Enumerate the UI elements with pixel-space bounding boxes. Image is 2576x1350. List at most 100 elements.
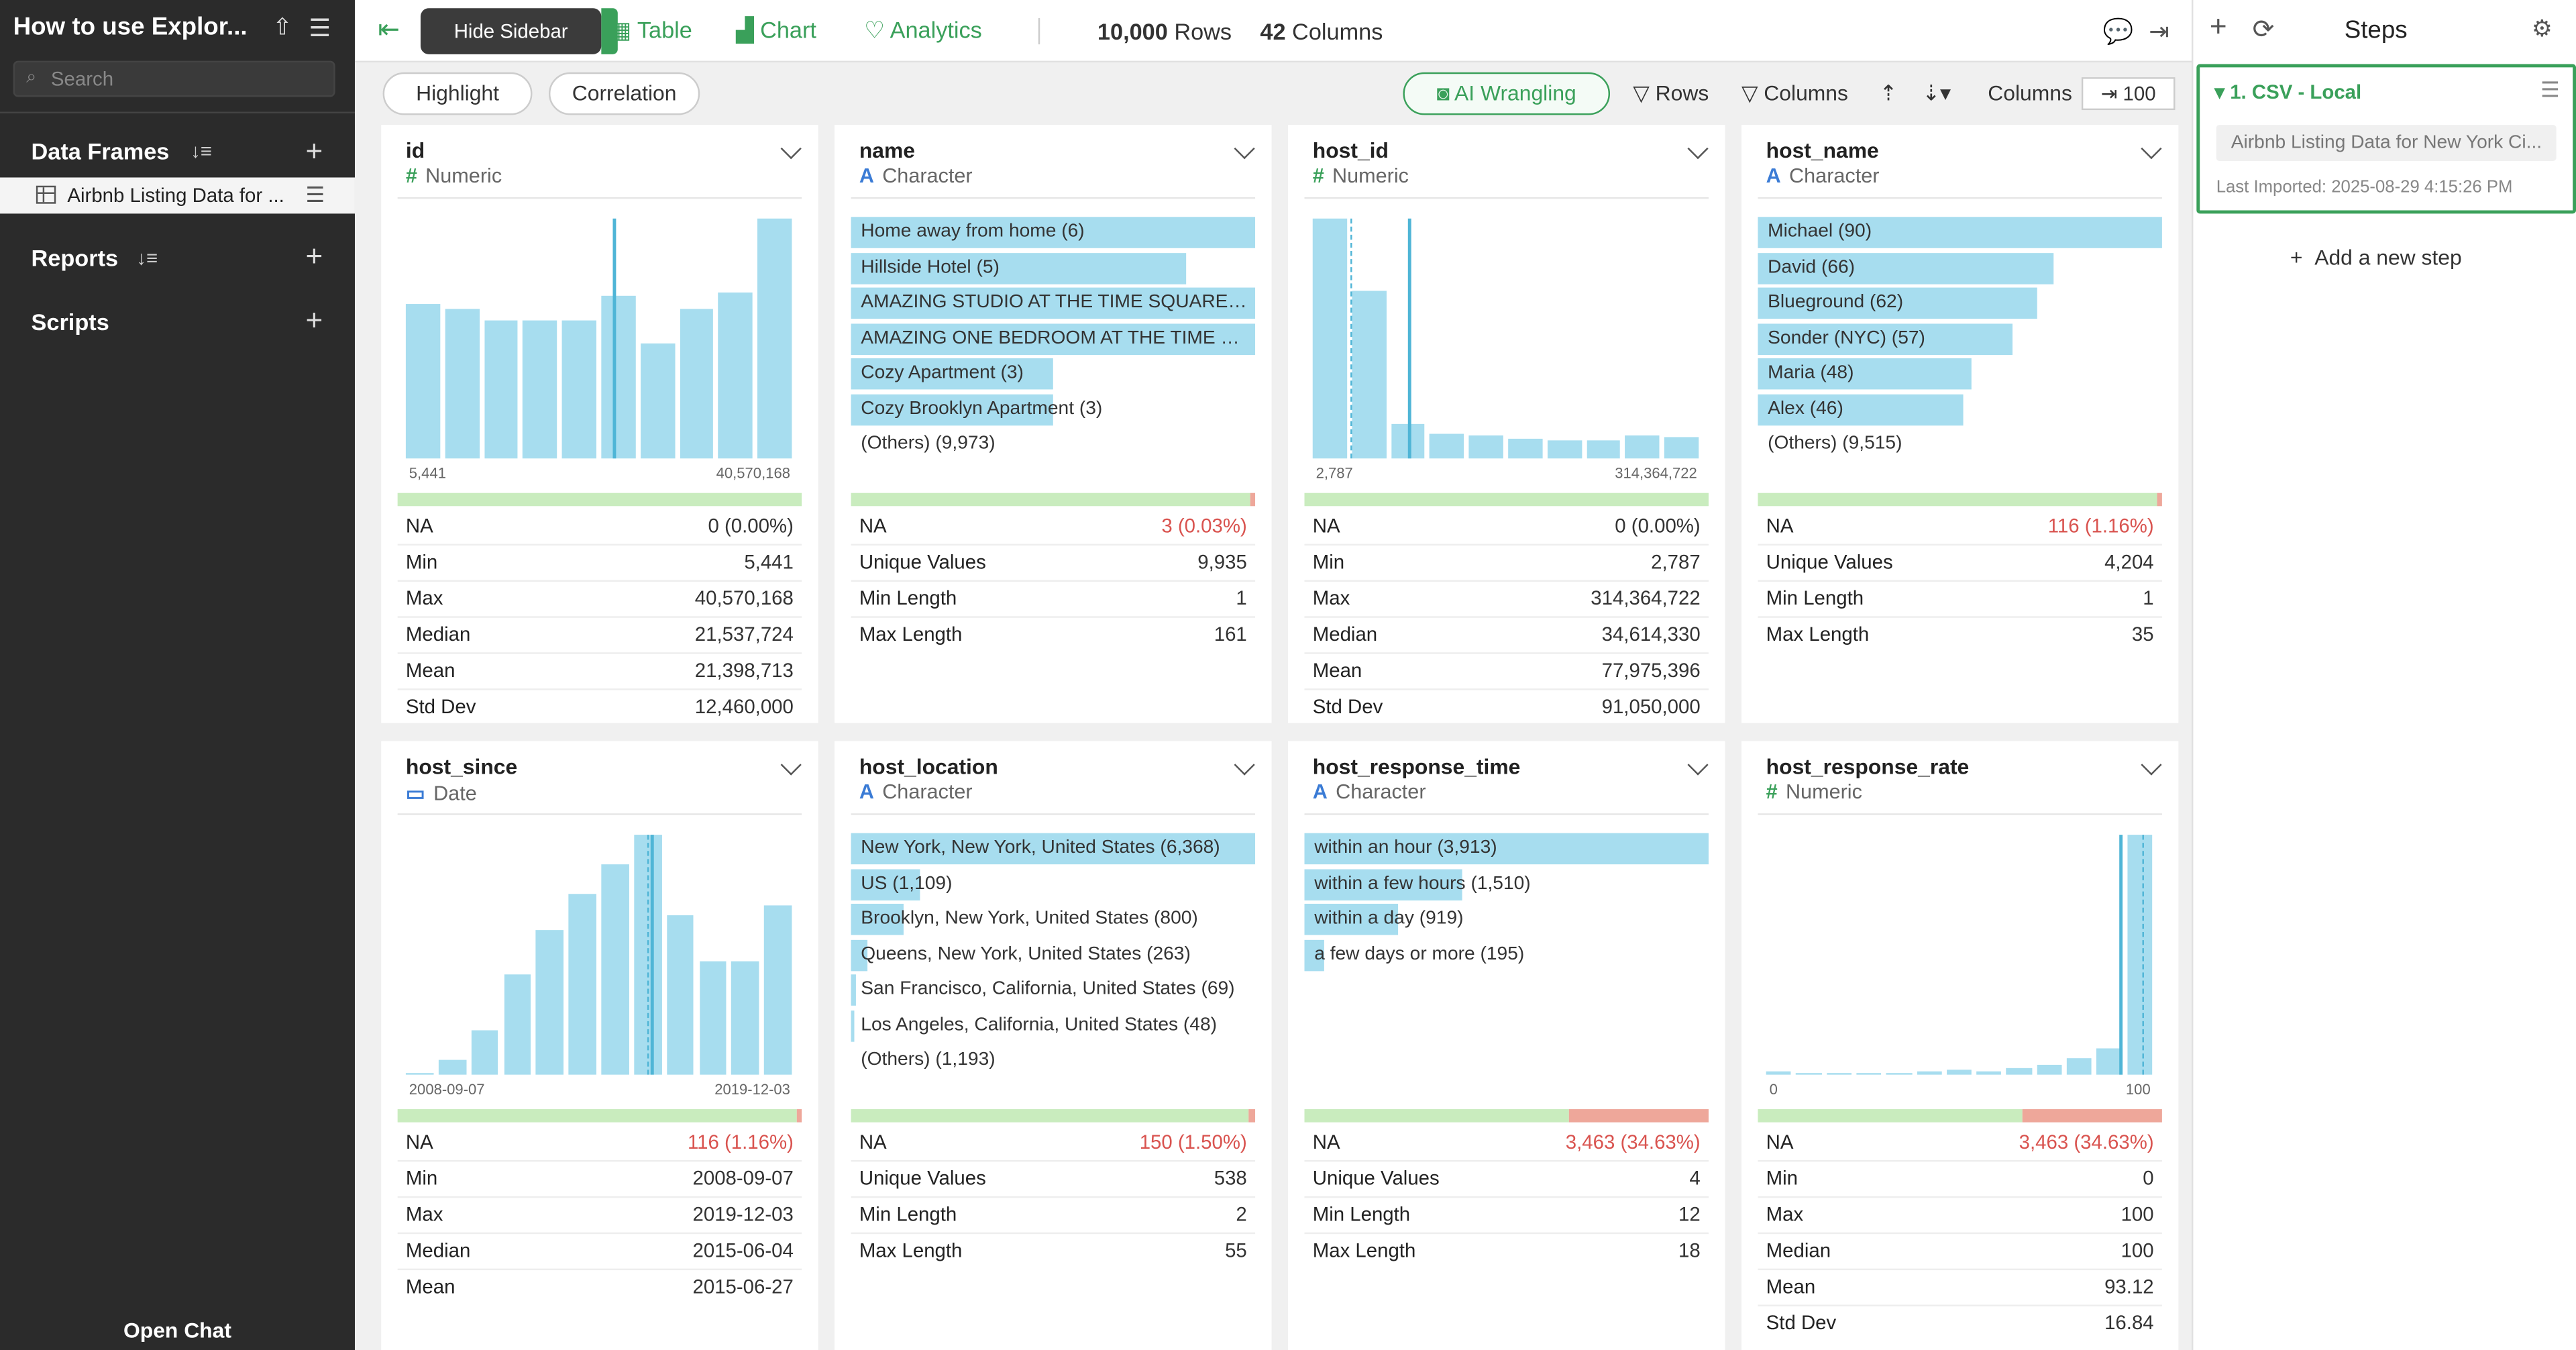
histogram-bar[interactable] xyxy=(445,308,480,459)
data-frame-menu-icon[interactable]: ☰ xyxy=(305,182,325,207)
top-value-row[interactable]: AMAZING STUDIO AT THE TIME SQUARE ... xyxy=(851,287,1256,319)
summary-tab-indicator[interactable] xyxy=(601,8,618,54)
hide-sidebar-icon[interactable]: ⇤ xyxy=(378,16,400,45)
step-title[interactable]: ▾ 1. CSV - Local xyxy=(2214,81,2361,103)
step-card[interactable]: ▾ 1. CSV - Local ☰ Airbnb Listing Data f… xyxy=(2196,64,2576,214)
tab-chart[interactable]: ▟ Chart xyxy=(736,16,816,44)
histogram-bar[interactable] xyxy=(1796,1072,1821,1075)
histogram-bar[interactable] xyxy=(405,1072,434,1075)
hamburger-menu-icon[interactable]: ☰ xyxy=(309,15,331,43)
histogram-bar[interactable] xyxy=(438,1060,466,1075)
na-quality-bar[interactable] xyxy=(851,1109,1255,1123)
top-value-row[interactable]: Cozy Apartment (3) xyxy=(851,358,1255,390)
data-frames-section-label[interactable]: Data Frames xyxy=(31,138,170,164)
tab-analytics[interactable]: ♡ Analytics xyxy=(864,16,982,44)
histogram-bar[interactable] xyxy=(1826,1072,1851,1075)
histogram-bar[interactable] xyxy=(1856,1072,1882,1075)
histogram-bar[interactable] xyxy=(1886,1072,1912,1075)
sort-down-dropdown-icon[interactable]: ⇣▾ xyxy=(1922,81,1951,105)
top-value-row[interactable]: within a few hours (1,510) xyxy=(1304,868,1709,900)
top-value-row[interactable]: David (66) xyxy=(1758,252,2161,284)
histogram-bar[interactable] xyxy=(640,343,675,459)
top-value-row[interactable]: Home away from home (6) xyxy=(851,217,1256,248)
histogram-bar[interactable] xyxy=(1430,433,1464,459)
project-title[interactable]: How to use Explor... xyxy=(13,13,248,42)
top-value-row[interactable]: Brooklyn, New York, United States (800) xyxy=(851,903,1255,935)
column-name[interactable]: host_location xyxy=(859,754,998,779)
chevron-down-icon[interactable] xyxy=(2141,138,2162,160)
top-value-row[interactable]: Alex (46) xyxy=(1758,393,2161,425)
top-value-row[interactable]: San Francisco, California, United States… xyxy=(851,974,1255,1006)
add-data-frame-icon[interactable]: + xyxy=(305,134,323,168)
histogram-bar[interactable] xyxy=(503,975,531,1075)
histogram-bar[interactable] xyxy=(2096,1048,2123,1075)
histogram-bar[interactable] xyxy=(1976,1071,2002,1075)
top-value-row[interactable]: (Others) (9,973) xyxy=(851,429,1255,460)
histogram-bar[interactable] xyxy=(679,309,714,459)
top-value-row[interactable]: Hillside Hotel (5) xyxy=(851,252,1255,284)
expand-right-icon[interactable]: ⇥ xyxy=(2149,17,2170,46)
chevron-down-icon[interactable] xyxy=(780,138,802,160)
top-value-row[interactable]: New York, New York, United States (6,368… xyxy=(851,833,1256,865)
sort-icon[interactable]: ↓≡ xyxy=(191,140,212,163)
histogram-bar[interactable] xyxy=(1547,440,1582,459)
histogram-bar[interactable] xyxy=(1468,435,1503,459)
histogram-bar[interactable] xyxy=(471,1030,499,1075)
add-report-icon[interactable]: + xyxy=(305,240,323,273)
column-name[interactable]: id xyxy=(405,138,425,163)
top-value-row[interactable]: AMAZING ONE BEDROOM AT THE TIME S... xyxy=(851,323,1256,354)
chevron-down-icon[interactable]: ▾ xyxy=(2214,81,2225,104)
na-quality-bar[interactable] xyxy=(397,492,802,507)
reports-section-label[interactable]: Reports xyxy=(31,244,119,272)
na-quality-bar[interactable] xyxy=(1758,492,2162,507)
na-quality-bar[interactable] xyxy=(1304,1109,1709,1123)
correlation-button[interactable]: Correlation xyxy=(548,72,700,115)
na-quality-bar[interactable] xyxy=(397,1109,802,1123)
chevron-down-icon[interactable] xyxy=(1234,138,1255,160)
histogram-bar[interactable] xyxy=(405,303,440,459)
histogram-bar[interactable] xyxy=(1946,1070,1972,1075)
columns-filter-button[interactable]: ▽ Columns xyxy=(1741,81,1848,107)
data-frame-item[interactable]: Airbnb Listing Data for ... ☰ xyxy=(0,177,355,214)
histogram-bar[interactable] xyxy=(523,320,557,459)
column-name[interactable]: host_response_rate xyxy=(1766,754,1970,779)
top-value-row[interactable]: Sonder (NYC) (57) xyxy=(1758,323,2161,354)
histogram-bar[interactable] xyxy=(562,320,596,459)
na-quality-bar[interactable] xyxy=(851,492,1255,507)
column-name[interactable]: host_since xyxy=(405,754,518,779)
add-script-icon[interactable]: + xyxy=(305,304,323,338)
top-value-row[interactable]: within an hour (3,913) xyxy=(1304,833,1709,865)
histogram-bar[interactable] xyxy=(666,915,694,1075)
scripts-section-label[interactable]: Scripts xyxy=(31,309,109,335)
comment-icon[interactable]: 💬 xyxy=(2102,17,2134,46)
histogram-bar[interactable] xyxy=(568,893,596,1075)
open-chat-button[interactable]: Open Chat xyxy=(123,1318,231,1343)
histogram-bar[interactable] xyxy=(1916,1071,1942,1075)
histogram-bar[interactable] xyxy=(699,962,727,1075)
histogram-bar[interactable] xyxy=(2066,1057,2092,1075)
top-value-row[interactable]: within a day (919) xyxy=(1304,903,1709,935)
refresh-icon[interactable]: ⟳ xyxy=(2252,16,2275,45)
histogram-bar[interactable] xyxy=(2037,1065,2062,1075)
histogram-bar[interactable] xyxy=(731,960,759,1075)
rows-filter-button[interactable]: ▽ Rows xyxy=(1633,81,1709,107)
top-value-row[interactable]: Maria (48) xyxy=(1758,358,2161,390)
top-value-row[interactable]: a few days or more (195) xyxy=(1304,939,1709,971)
search-input[interactable]: ⌕ Search xyxy=(13,60,335,97)
add-new-step-button[interactable]: + Add a new step xyxy=(2290,245,2462,270)
upload-icon[interactable]: ⇧ xyxy=(272,13,292,40)
histogram-bar[interactable] xyxy=(536,931,564,1075)
column-name[interactable]: name xyxy=(859,138,916,163)
histogram-bar[interactable] xyxy=(1625,435,1660,459)
histogram-bar[interactable] xyxy=(1586,440,1621,459)
chevron-down-icon[interactable] xyxy=(1234,754,1255,776)
histogram-bar[interactable] xyxy=(718,293,753,459)
chevron-down-icon[interactable] xyxy=(780,754,802,776)
histogram-bar[interactable] xyxy=(1766,1071,1792,1075)
sort-up-icon[interactable]: ⇡ xyxy=(1879,81,1898,105)
step-source[interactable]: Airbnb Listing Data for New York Ci... xyxy=(2216,125,2557,162)
histogram-bar[interactable] xyxy=(1508,437,1543,459)
sort-icon[interactable]: ↓≡ xyxy=(136,246,158,270)
na-quality-bar[interactable] xyxy=(1304,492,1709,507)
tab-table[interactable]: ▦ Table xyxy=(610,16,692,44)
